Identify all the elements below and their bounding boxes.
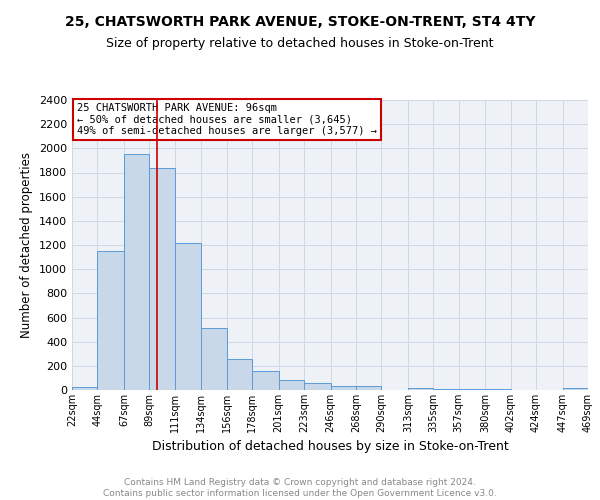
Text: Contains HM Land Registry data © Crown copyright and database right 2024.
Contai: Contains HM Land Registry data © Crown c… bbox=[103, 478, 497, 498]
Bar bbox=[149, 168, 175, 390]
Bar bbox=[175, 242, 201, 390]
Text: Size of property relative to detached houses in Stoke-on-Trent: Size of property relative to detached ho… bbox=[106, 38, 494, 51]
Bar bbox=[201, 328, 227, 390]
Bar bbox=[408, 388, 433, 390]
Bar bbox=[356, 386, 382, 390]
Text: 25 CHATSWORTH PARK AVENUE: 96sqm
← 50% of detached houses are smaller (3,645)
49: 25 CHATSWORTH PARK AVENUE: 96sqm ← 50% o… bbox=[77, 103, 377, 136]
Bar bbox=[278, 380, 304, 390]
Bar bbox=[72, 387, 97, 390]
Text: 25, CHATSWORTH PARK AVENUE, STOKE-ON-TRENT, ST4 4TY: 25, CHATSWORTH PARK AVENUE, STOKE-ON-TRE… bbox=[65, 15, 535, 29]
Bar bbox=[304, 384, 331, 390]
Y-axis label: Number of detached properties: Number of detached properties bbox=[20, 152, 34, 338]
Bar bbox=[252, 372, 278, 390]
Bar bbox=[331, 386, 356, 390]
Bar bbox=[563, 388, 588, 390]
Bar bbox=[227, 358, 252, 390]
X-axis label: Distribution of detached houses by size in Stoke-on-Trent: Distribution of detached houses by size … bbox=[152, 440, 508, 454]
Bar bbox=[97, 251, 124, 390]
Bar bbox=[124, 154, 149, 390]
